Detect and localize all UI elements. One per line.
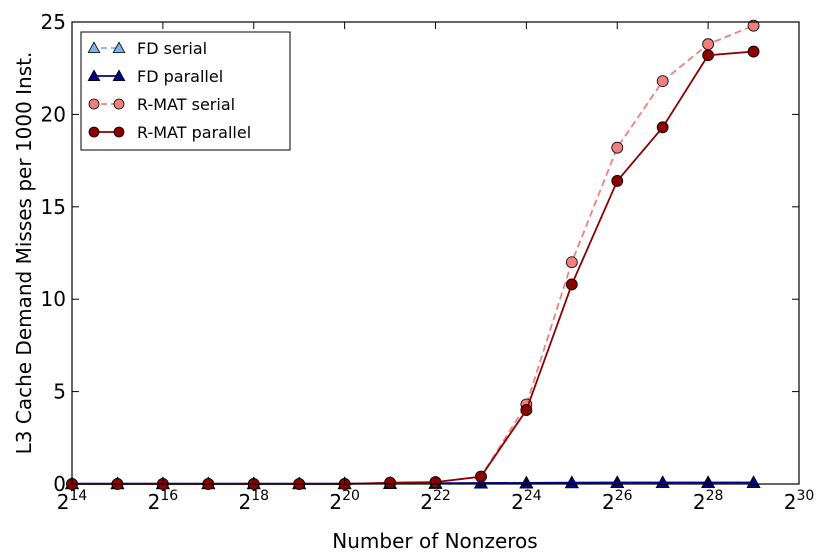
data-point [656, 121, 669, 134]
data-point [702, 49, 715, 62]
x-tick-base: 2 [148, 490, 161, 514]
x-tick-base: 2 [329, 490, 342, 514]
x-tick-label: 226 [602, 488, 633, 514]
x-tick-label: 216 [148, 488, 179, 514]
data-point [656, 75, 669, 88]
data-point [384, 476, 396, 489]
data-point [655, 475, 670, 488]
x-tick-label: 230 [784, 488, 815, 514]
legend-label: FD parallel [137, 67, 223, 86]
legend-marker [112, 69, 126, 81]
data-point [565, 278, 578, 291]
x-tick-base: 2 [238, 490, 251, 514]
data-point [747, 45, 760, 58]
legend-marker [113, 98, 125, 110]
x-tick-exponent: 30 [796, 488, 814, 504]
x-tick-base: 2 [693, 490, 706, 514]
data-point [702, 38, 715, 51]
legend-marker [87, 69, 101, 81]
x-tick-exponent: 24 [524, 488, 542, 504]
data-point [611, 141, 624, 154]
x-tick-base: 2 [784, 490, 797, 514]
x-tick-base: 2 [602, 490, 615, 514]
data-point [746, 475, 761, 488]
x-tick-exponent: 22 [433, 488, 451, 504]
x-tick-label: 222 [420, 488, 451, 514]
data-point [565, 256, 578, 269]
data-point [564, 475, 579, 489]
legend: FD serial FD parallel R-MAT serial R-MAT pa… [80, 31, 291, 151]
y-tick-label: 10 [41, 287, 66, 311]
x-tick-base: 2 [420, 490, 433, 514]
data-point [475, 470, 487, 483]
legend-marker [88, 98, 100, 110]
y-axis-label: L3 Cache Demand Misses per 1000 Inst. [12, 52, 36, 455]
x-tick-label: 220 [329, 488, 360, 514]
legend-marker [87, 41, 101, 53]
y-tick-label: 0 [53, 472, 66, 496]
x-tick-base: 2 [57, 490, 70, 514]
x-tick-exponent: 28 [706, 488, 724, 504]
legend-label: FD serial [137, 39, 207, 58]
x-tick-label: 214 [57, 488, 88, 514]
y-tick-label: 5 [53, 380, 66, 404]
legend-label: R-MAT parallel [137, 123, 251, 142]
legend-marker [112, 41, 126, 53]
x-tick-label: 224 [511, 488, 542, 514]
legend-marker [88, 126, 100, 138]
data-point [520, 404, 533, 416]
x-tick-exponent: 26 [615, 488, 633, 504]
data-point [611, 175, 624, 187]
data-point [747, 19, 760, 32]
x-tick-exponent: 14 [69, 488, 87, 504]
y-tick-label: 15 [41, 195, 66, 219]
x-tick-exponent: 18 [251, 488, 269, 504]
x-tick-label: 218 [238, 488, 269, 514]
x-tick-exponent: 16 [160, 488, 178, 504]
x-tick-label: 228 [693, 488, 724, 514]
x-tick-exponent: 20 [342, 488, 360, 504]
y-tick-label: 25 [41, 10, 66, 34]
legend-marker [113, 126, 125, 138]
x-axis-label: Number of Nonzeros [332, 529, 537, 553]
y-tick-label: 20 [41, 102, 66, 126]
legend-label: R-MAT serial [137, 95, 235, 114]
x-tick-base: 2 [511, 490, 524, 514]
